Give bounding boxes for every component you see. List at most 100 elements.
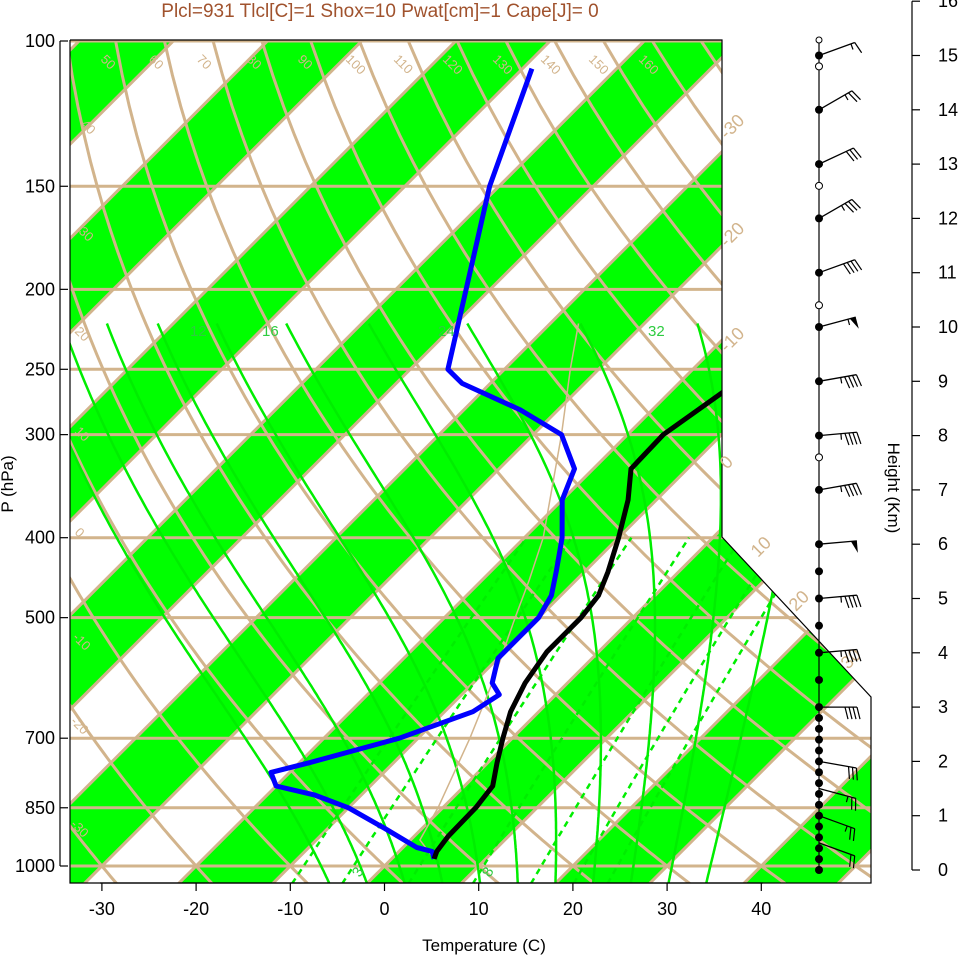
wind-barb [818,41,863,57]
wind-barb-half-feather [850,43,854,50]
sounding-profiles [268,52,871,860]
wind-barb-feather [844,596,850,609]
wind-barb-feather [855,483,863,495]
wind-barb [818,431,862,446]
plot-border [69,39,872,884]
x-tick-label: 20 [563,899,583,919]
wind-barb-feather [855,767,858,781]
moist-adiabat-line [579,322,657,883]
wind-level-dot [815,855,823,864]
wind-level-dot [815,713,823,722]
wind-barb-staff [818,147,854,165]
wind-barb-feather [856,649,862,662]
dry-adiabat-line [162,40,787,883]
wind-barb-staff [818,90,853,111]
temperature-profile-line [431,52,871,860]
wind-level-dot [815,567,823,576]
wind-barb-feather [852,649,858,662]
height-tick-label: 7 [938,480,948,500]
dry-adiabat-line [114,40,691,883]
x-tick-label: 30 [657,899,677,919]
wind-barb [819,706,861,720]
wind-barb-feather [851,90,861,101]
wind-barb-feather [856,706,861,720]
wind-barb-feather [842,263,851,275]
dry-adiabat-line [260,40,871,883]
moist-adiabat-line [70,323,369,883]
plot-area [70,40,871,883]
wind-barb-feather [848,706,853,720]
wind-barb-staff [818,482,857,491]
y-tick-label: 500 [25,608,55,628]
wind-barb [818,648,862,663]
wind-barb-feather [856,432,862,445]
wind-barb-staff [818,259,855,274]
moist-adiabat-label: 12 [190,323,207,340]
wind-barb-feather [851,198,861,209]
isotherm-line [70,40,269,883]
wind-barb-feather [848,92,858,103]
height-tick-label: 1 [938,806,948,826]
dry-adiabat-line [406,40,871,883]
height-tick-label: 14 [938,100,958,120]
dry-adiabat-line [211,40,871,883]
wind-barb [818,198,861,219]
wind-barb-feather [848,432,854,445]
wind-barb-feather [849,827,852,840]
wind-barb-feather [845,151,855,162]
wind-level-dot [815,724,823,733]
wind-barb-staff [818,760,857,769]
temperature-band [70,41,362,883]
isotherm-label: 0 [716,452,737,473]
wind-barb-staff [818,540,857,545]
mixing-ratio-line [471,537,691,883]
moist-adiabat-line [215,322,482,883]
dry-adiabat-line [797,40,871,883]
wind-barb-feather [854,259,863,271]
wind-barb-half-feather [840,433,843,440]
height-tick-label: 10 [938,317,958,337]
dry-adiabat-label: 150 [586,52,612,78]
y-tick-label: 850 [25,798,55,818]
wind-barb [818,259,863,275]
x-tick-label: 40 [751,899,771,919]
wind-barb-feather [855,374,863,387]
moist-adiabat-line [70,323,331,883]
wind-barb-feather [852,595,858,608]
wind-barb-feather [851,375,859,387]
wind-barb-feather [848,200,858,211]
wind-barb-staff [818,594,857,600]
x-axis-label: Temperature (C) [422,936,546,955]
height-tick-label: 16 [938,0,958,11]
wind-barb-flag [850,540,858,553]
height-tick-label: 2 [938,751,948,771]
wind-barb-staff [818,431,857,437]
wind-barb-feather [844,650,850,663]
height-tick-label: 5 [938,589,948,609]
temperature-bands [70,41,871,883]
height-tick-label: 12 [938,208,958,228]
y-tick-label: 700 [25,728,55,748]
wind-barb [818,540,858,553]
wind-level-dot [815,800,823,809]
wind-barb-feather [844,485,851,497]
wind-barb-half-feather [840,485,843,493]
wind-level-dot [815,735,823,744]
wind-level-dot [815,844,823,853]
wind-barb-half-feather [847,319,851,326]
dry-adiabat-line [748,40,871,883]
wind-barb-staff [818,316,856,328]
moist-adiabat-line [667,323,723,883]
wind-level-dot [815,746,823,755]
wind-barb-feather [844,433,850,446]
y-tick-label: 300 [25,425,55,445]
wind-barb [818,482,863,497]
dry-adiabat-line [309,40,871,883]
wind-barb-feather [849,854,852,867]
wind-profile-column [815,36,863,874]
x-tick-label: -30 [89,899,115,919]
y-tick-label: 200 [25,279,55,299]
temperature-band [70,41,871,883]
wind-barb-staff [818,842,855,857]
